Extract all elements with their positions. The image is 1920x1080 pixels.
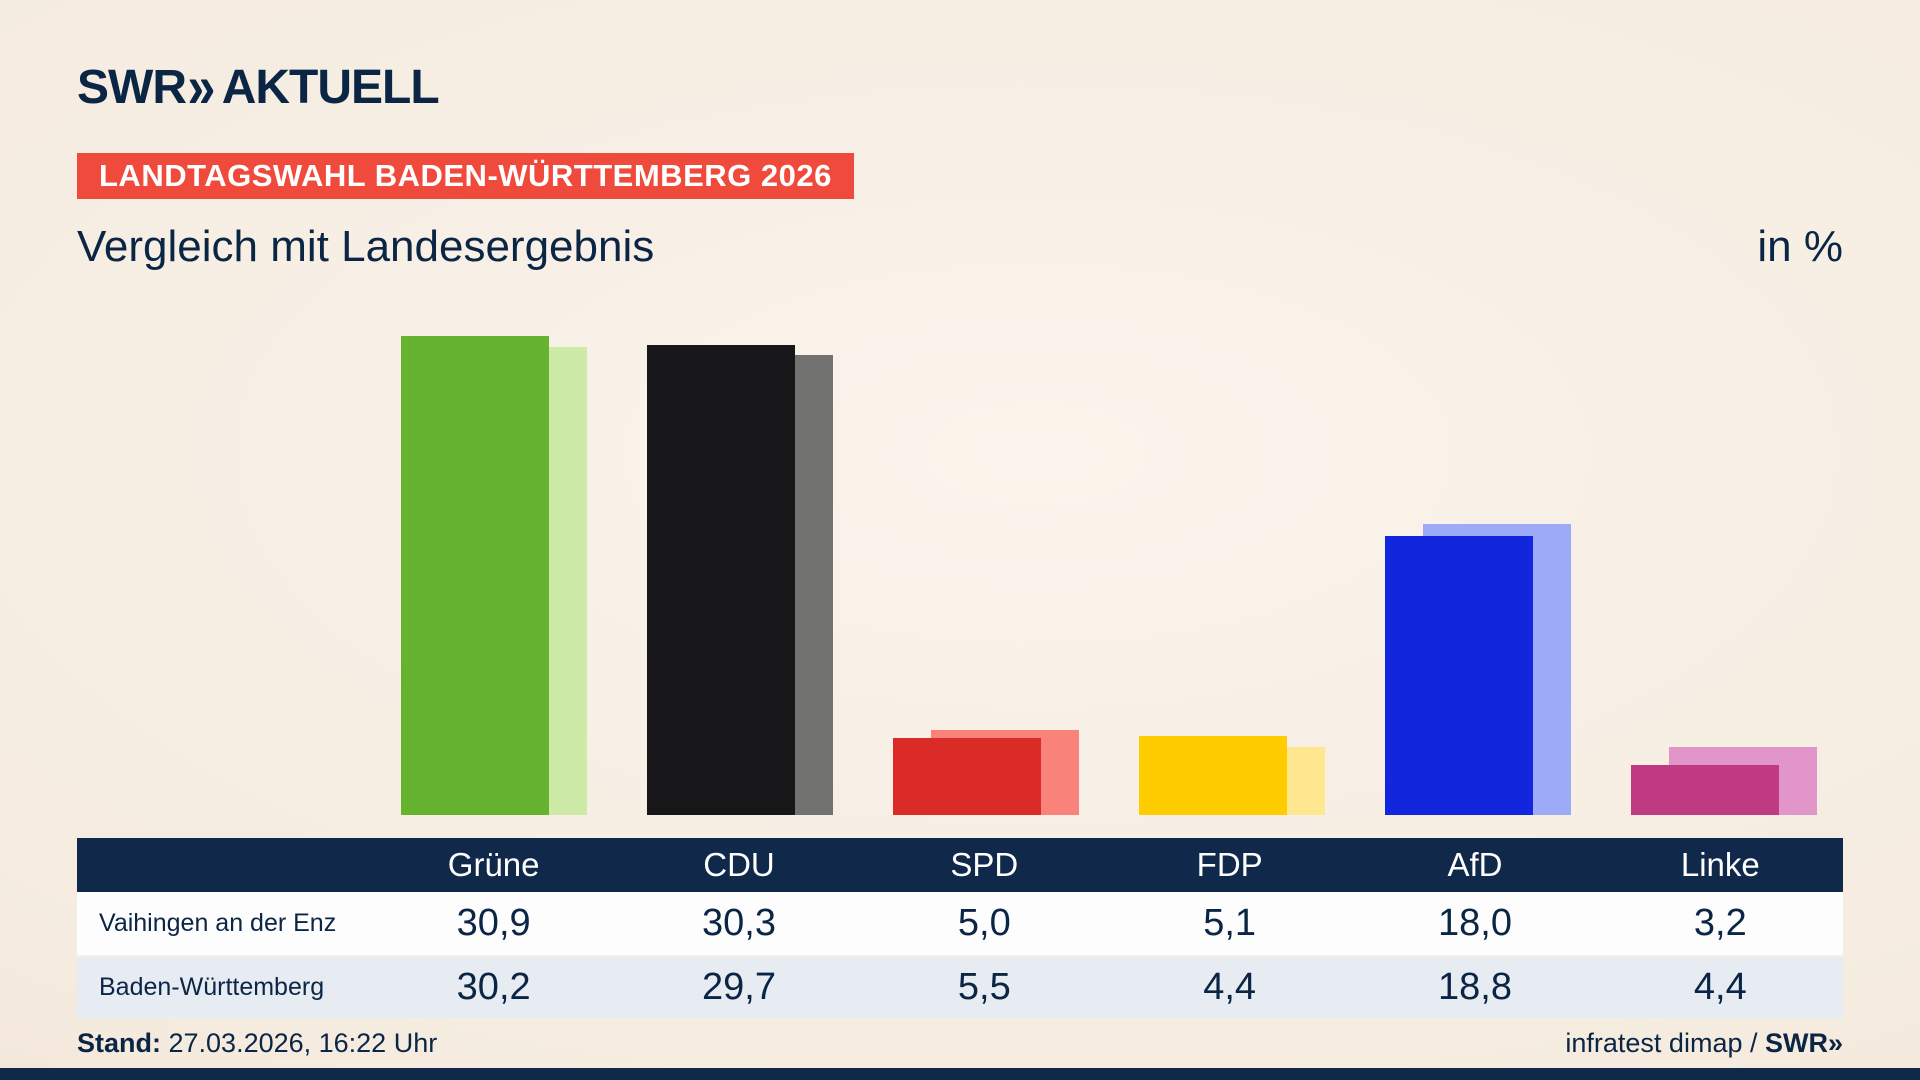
table-header-cell-afd: AfD xyxy=(1447,846,1503,883)
bar-cdu-municipality xyxy=(647,345,795,815)
timestamp: Stand: 27.03.2026, 16:22 Uhr xyxy=(77,1028,437,1059)
table-value-cell: 30,9 xyxy=(456,902,531,944)
bar-group-fdp xyxy=(1139,300,1325,815)
table-value-cell: 29,7 xyxy=(702,966,776,1008)
aktuell-logo-text: AKTUELL xyxy=(221,61,440,114)
swr-source-logo: SWR» xyxy=(1764,1028,1843,1058)
bar-afd-municipality xyxy=(1385,536,1533,815)
swr-logo-text: SWR xyxy=(77,61,187,114)
election-badge: LANDTAGSWAHL BADEN-WÜRTTEMBERG 2026 xyxy=(77,153,854,199)
table-row-state: Baden-Württemberg 30,2 29,7 5,5 4,4 18,8… xyxy=(77,955,1843,1018)
bar-fdp-municipality xyxy=(1139,735,1287,815)
source-credit: infratest dimap / SWR» xyxy=(1565,1028,1843,1059)
swr-aktuell-logo: SWR» AKTUELL xyxy=(77,54,440,120)
table-header-row: Grüne CDU SPD FDP AfD Linke xyxy=(77,838,1843,892)
table-header-cell-linke: Linke xyxy=(1680,846,1760,883)
table-header-cell-cdu: CDU xyxy=(703,846,775,883)
bottom-bar xyxy=(0,1068,1920,1080)
swr-chevrons-icon: » xyxy=(187,54,215,121)
stand-label: Stand: xyxy=(77,1028,161,1058)
bar-group-afd xyxy=(1385,300,1571,815)
bar-chart xyxy=(77,300,1843,815)
table-header-cell-spd: SPD xyxy=(950,846,1019,883)
bar-group-cdu xyxy=(647,300,833,815)
table-header-cell-fdp: FDP xyxy=(1196,846,1263,883)
bar-linke-municipality xyxy=(1631,765,1779,815)
source-text: infratest dimap / xyxy=(1565,1028,1765,1058)
table-value-cell: 5,5 xyxy=(957,966,1011,1008)
table-value-cell: 4,4 xyxy=(1203,966,1257,1008)
table-value-cell: 4,4 xyxy=(1693,966,1747,1008)
table-value-cell: 5,0 xyxy=(957,902,1011,944)
bar-group-spd xyxy=(893,300,1079,815)
table-value-cell: 3,2 xyxy=(1693,902,1747,944)
table-header-cell-gruene: Grüne xyxy=(447,846,540,883)
results-table: Grüne CDU SPD FDP AfD Linke Vaihingen an… xyxy=(77,838,1843,1018)
stand-value: 27.03.2026, 16:22 Uhr xyxy=(161,1028,438,1058)
table-value-cell: 30,3 xyxy=(702,902,776,944)
table-value-cell: 18,8 xyxy=(1438,966,1512,1008)
bar-group-grüne xyxy=(401,300,587,815)
table-row-label: Baden-Württemberg xyxy=(99,973,325,1001)
table-value-cell: 5,1 xyxy=(1203,902,1257,944)
table-value-cell: 30,2 xyxy=(456,966,531,1008)
bar-group-linke xyxy=(1631,300,1817,815)
unit-label: in % xyxy=(1757,222,1843,271)
table-value-cell: 18,0 xyxy=(1438,902,1512,944)
bar-spd-municipality xyxy=(893,737,1041,815)
table-row-label: Vaihingen an der Enz xyxy=(99,909,337,937)
bar-grüne-municipality xyxy=(401,336,549,815)
chart-title: Vergleich mit Landesergebnis xyxy=(77,222,655,271)
table-row-municipality: Vaihingen an der Enz 30,9 30,3 5,0 5,1 1… xyxy=(77,892,1843,955)
